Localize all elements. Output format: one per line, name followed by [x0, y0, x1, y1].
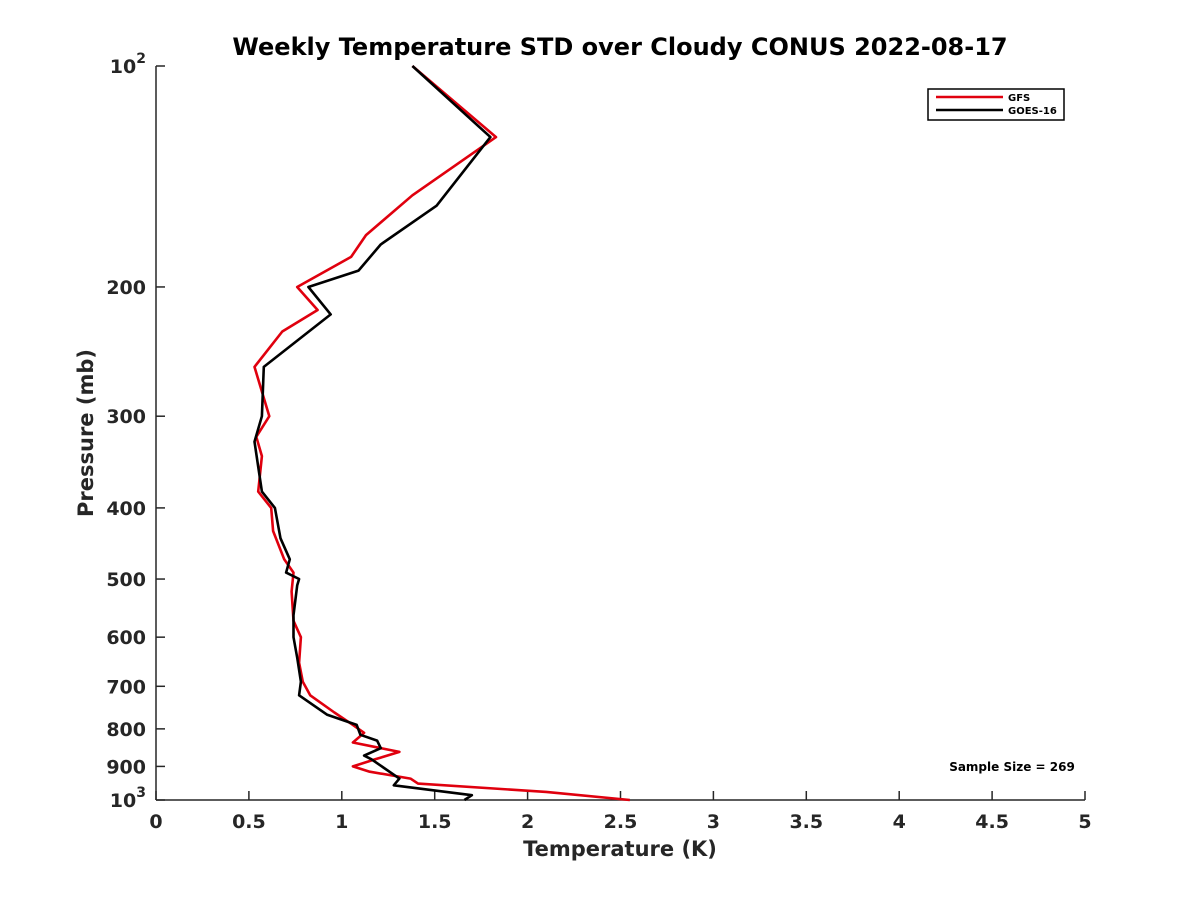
y-tick-label: 800 — [106, 719, 146, 741]
x-tick-label: 1.5 — [418, 811, 452, 833]
y-tick-exponent: 3 — [136, 785, 146, 801]
y-tick-base: 10 — [110, 790, 136, 812]
chart-title: Weekly Temperature STD over Cloudy CONUS… — [232, 33, 1007, 61]
series-line-gfs — [253, 65, 630, 802]
x-ticks: 0 0.5 1 1.5 2 2.5 3 3.5 4 4.5 5 — [149, 791, 1092, 833]
y-tick-base: 10 — [110, 56, 136, 78]
y-tick-label: 500 — [106, 569, 146, 591]
x-tick-label: 3.5 — [789, 811, 823, 833]
y-tick-label: 900 — [106, 756, 146, 778]
x-tick-label: 3 — [707, 811, 720, 833]
y-tick-label: 200 — [106, 277, 146, 299]
y-tick-label: 700 — [106, 676, 146, 698]
x-tick-label: 4.5 — [975, 811, 1009, 833]
series-layer — [253, 65, 630, 802]
y-tick-label: 600 — [106, 627, 146, 649]
legend-label-gfs: GFS — [1008, 93, 1030, 104]
y-axis-label: Pressure (mb) — [74, 349, 98, 517]
legend-box — [927, 88, 1065, 121]
y-tick-label: 300 — [106, 406, 146, 428]
legend: GFS GOES-16 — [927, 88, 1065, 121]
sample-size-annotation: Sample Size = 269 — [949, 760, 1075, 774]
series-line-goes-16 — [253, 65, 492, 802]
legend-label-goes-16: GOES-16 — [1008, 106, 1057, 117]
x-tick-label: 0.5 — [232, 811, 266, 833]
x-tick-label: 2.5 — [604, 811, 638, 833]
y-tick-exponent: 2 — [136, 51, 146, 67]
x-axis-label: Temperature (K) — [523, 837, 717, 861]
x-tick-label: 0 — [149, 811, 162, 833]
x-tick-label: 1 — [335, 811, 348, 833]
y-tick-label: 103 — [110, 785, 146, 812]
y-tick-label: 400 — [106, 498, 146, 520]
x-tick-label: 4 — [893, 811, 906, 833]
plot-area: 0 0.5 1 1.5 2 2.5 3 3.5 4 4.5 5 102200300400500600… — [106, 51, 1091, 833]
x-tick-label: 2 — [521, 811, 534, 833]
x-tick-label: 5 — [1078, 811, 1091, 833]
y-tick-label: 102 — [110, 51, 146, 78]
